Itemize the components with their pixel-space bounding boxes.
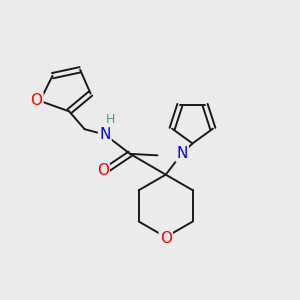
Text: O: O xyxy=(160,231,172,246)
Text: H: H xyxy=(106,113,115,126)
Text: O: O xyxy=(97,163,109,178)
Text: N: N xyxy=(99,127,110,142)
Text: N: N xyxy=(176,146,188,161)
Text: O: O xyxy=(31,94,43,109)
